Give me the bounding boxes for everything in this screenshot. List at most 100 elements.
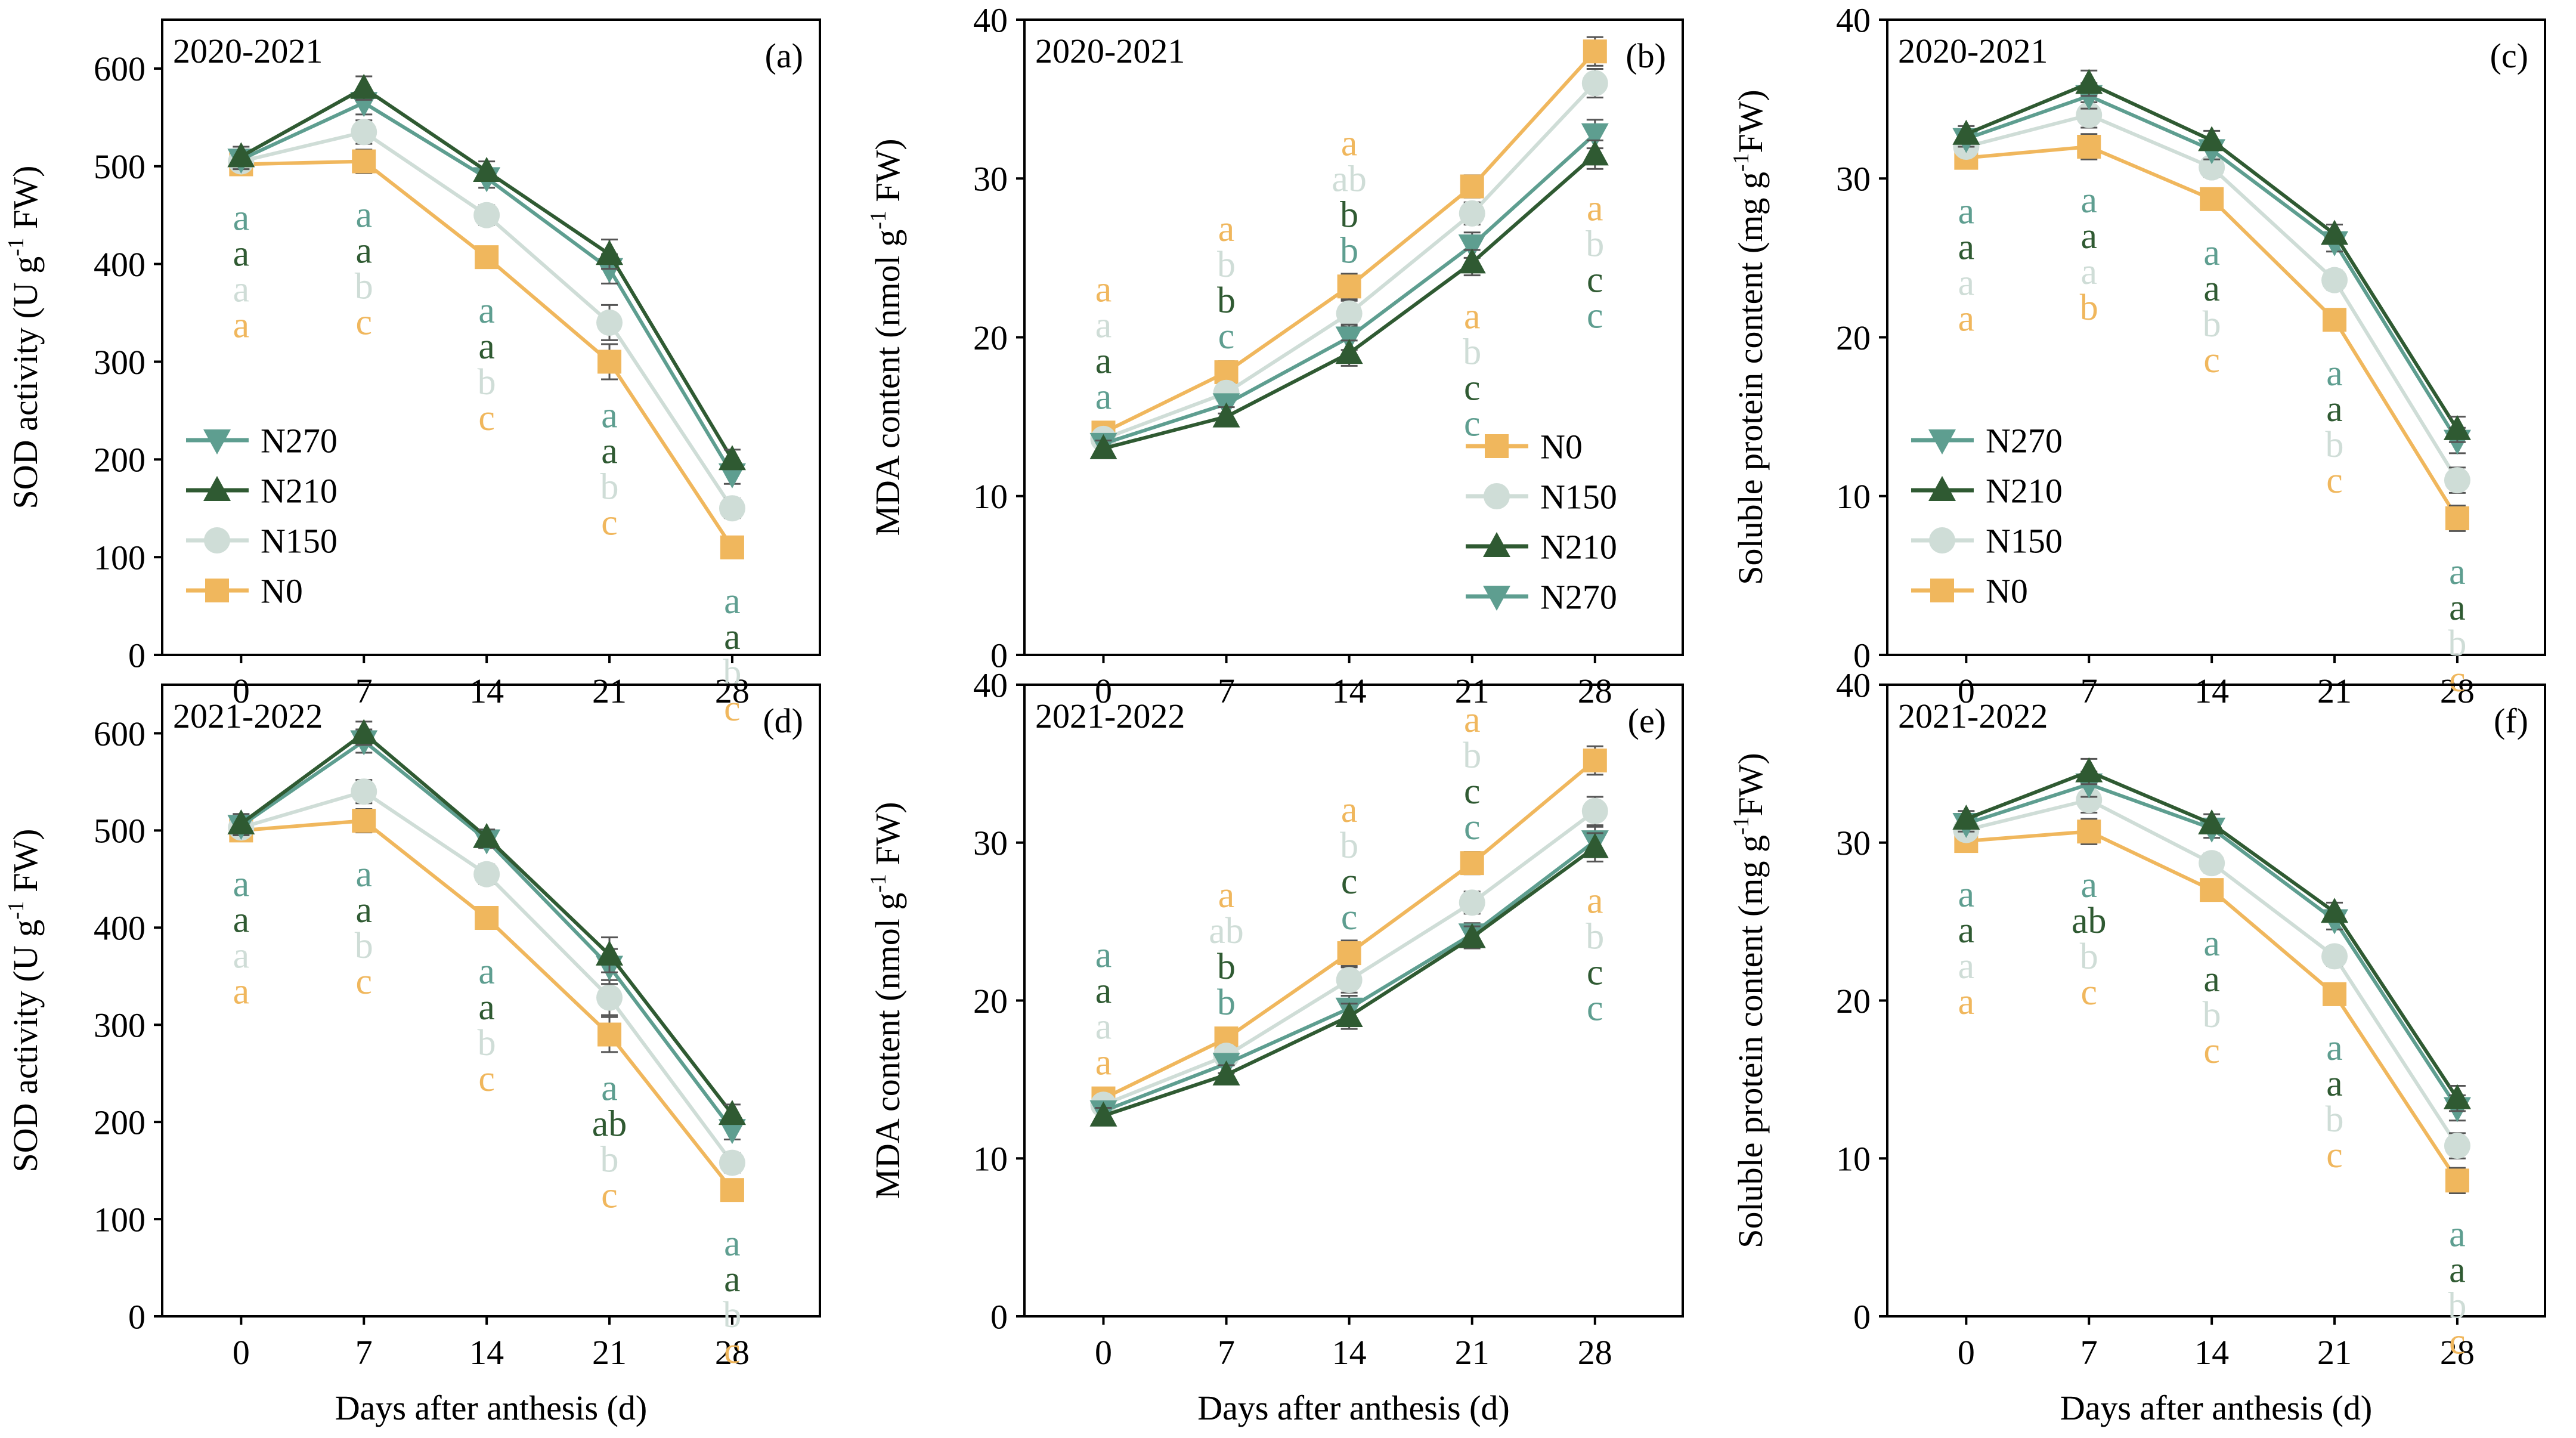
y-axis-title-superscript: -1 [4,901,29,919]
data-point [1583,39,1607,64]
data-point [1089,1101,1117,1127]
significance-letter: b [2203,995,2221,1035]
significance-letter: ab [2072,901,2107,941]
significance-letter: a [355,231,372,271]
significance-letter: c [1464,807,1481,848]
significance-letter: a [2449,552,2466,592]
significance-letter: a [1095,269,1112,310]
x-axis-title: Days after anthesis (d) [2060,1388,2372,1427]
data-point [1581,70,1608,97]
season-label: 2020-2021 [1898,32,2048,70]
y-axis-title-tail: FW) [6,166,45,238]
data-point [351,119,377,146]
series-n210 [1952,757,2471,1112]
data-point [2200,878,2224,902]
legend-marker [1930,579,1954,602]
y-tick-label: 30 [973,824,1008,862]
y-tick-label: 20 [1836,982,1871,1020]
data-point [2321,219,2349,245]
significance-letter: c [2326,1135,2343,1176]
x-tick-label: 7 [2080,1333,2098,1372]
legend-label: N150 [1540,477,1617,516]
y-tick-label: 200 [94,441,145,480]
data-point [720,535,744,559]
significance-letter: a [1095,935,1112,976]
significance-letter: a [1587,188,1603,228]
data-point [1212,402,1240,428]
data-point [227,142,255,168]
data-point [1583,749,1607,773]
season-label: 2020-2021 [173,32,323,70]
significance-letter: a [724,1223,741,1264]
data-point [1337,274,1361,299]
data-point [1460,174,1484,199]
y-tick-label: 400 [94,909,145,948]
significance-letter: c [1341,861,1358,902]
y-axis-title-superscript: -1 [1729,817,1754,835]
legend-marker [1483,532,1510,557]
data-point [352,809,376,833]
significance-letter: b [2448,1285,2466,1326]
x-tick-label: 14 [2194,1333,2229,1372]
x-tick-label: 21 [1455,1333,1490,1372]
significance-letter: a [1095,1007,1112,1047]
significance-letter: c [601,1176,618,1216]
significance-letter: a [233,305,250,345]
significance-letter: c [601,502,618,543]
y-tick-label: 40 [1836,666,1871,704]
data-point [1458,923,1486,948]
significance-letter: b [1586,224,1604,264]
y-tick-label: 400 [94,245,145,284]
x-tick-label: 7 [2080,672,2098,710]
significance-letter: a [233,269,250,310]
legend-item-n270: N270 [1466,577,1617,616]
data-point [720,1178,744,1202]
series-n210 [1952,69,2471,443]
significance-letter: a [2449,1214,2466,1254]
significance-letter: c [1464,771,1481,812]
data-point [719,495,745,522]
x-tick-label: 7 [1218,1333,1235,1372]
y-axis-title-main: SOD activity (U g [6,920,45,1173]
significance-letter: ab [1332,159,1367,199]
significance-letter: b [1463,735,1481,776]
significance-letter: a [233,197,250,238]
legend: N270 N210 N150 N0 [186,421,338,610]
significance-letter: b [2448,623,2466,664]
significance-letter: a [233,935,250,976]
panel-e: 0 10 20 30 40 0 7 14 21 28 Days after anthesis (d)… [866,666,1684,1427]
data-point [1581,123,1609,149]
y-tick-label: 0 [990,1297,1008,1336]
significance-letter: a [2080,216,2097,256]
significance-letter: b [355,926,373,966]
significance-letter: a [1464,700,1481,740]
y-axis-title-main: MDA content (nmol g [868,893,907,1199]
x-axis-title: Days after anthesis (d) [1197,1388,1509,1427]
y-tick-label: 30 [973,160,1008,199]
significance-letter: a [601,431,618,471]
y-tick-label: 20 [1836,318,1871,357]
x-tick-label: 7 [355,1333,373,1372]
significance-letter: a [1958,910,1975,951]
data-point [1337,941,1361,966]
data-point [473,202,500,228]
x-tick-label: 28 [715,672,750,710]
legend-marker [203,476,231,501]
data-point [719,1149,745,1176]
data-point [2199,154,2225,181]
y-axis-title-tail: FW) [1731,753,1770,816]
significance-letter: c [478,1059,495,1099]
data-point [718,1119,746,1145]
y-tick-label: 300 [94,1006,145,1045]
significance-letter: c [724,1331,741,1371]
panel-tag: (c) [2490,36,2528,75]
y-tick-label: 600 [94,50,145,88]
y-axis-title-tail: FW) [868,802,907,874]
plot-frame [161,18,821,656]
significance-letter: a [233,864,250,904]
legend-label: N0 [1540,427,1583,466]
data-point [2198,809,2226,834]
significance-letter: b [1340,825,1358,866]
legend-item-n150: N150 [1911,521,2063,560]
x-tick-label: 0 [1095,672,1112,710]
